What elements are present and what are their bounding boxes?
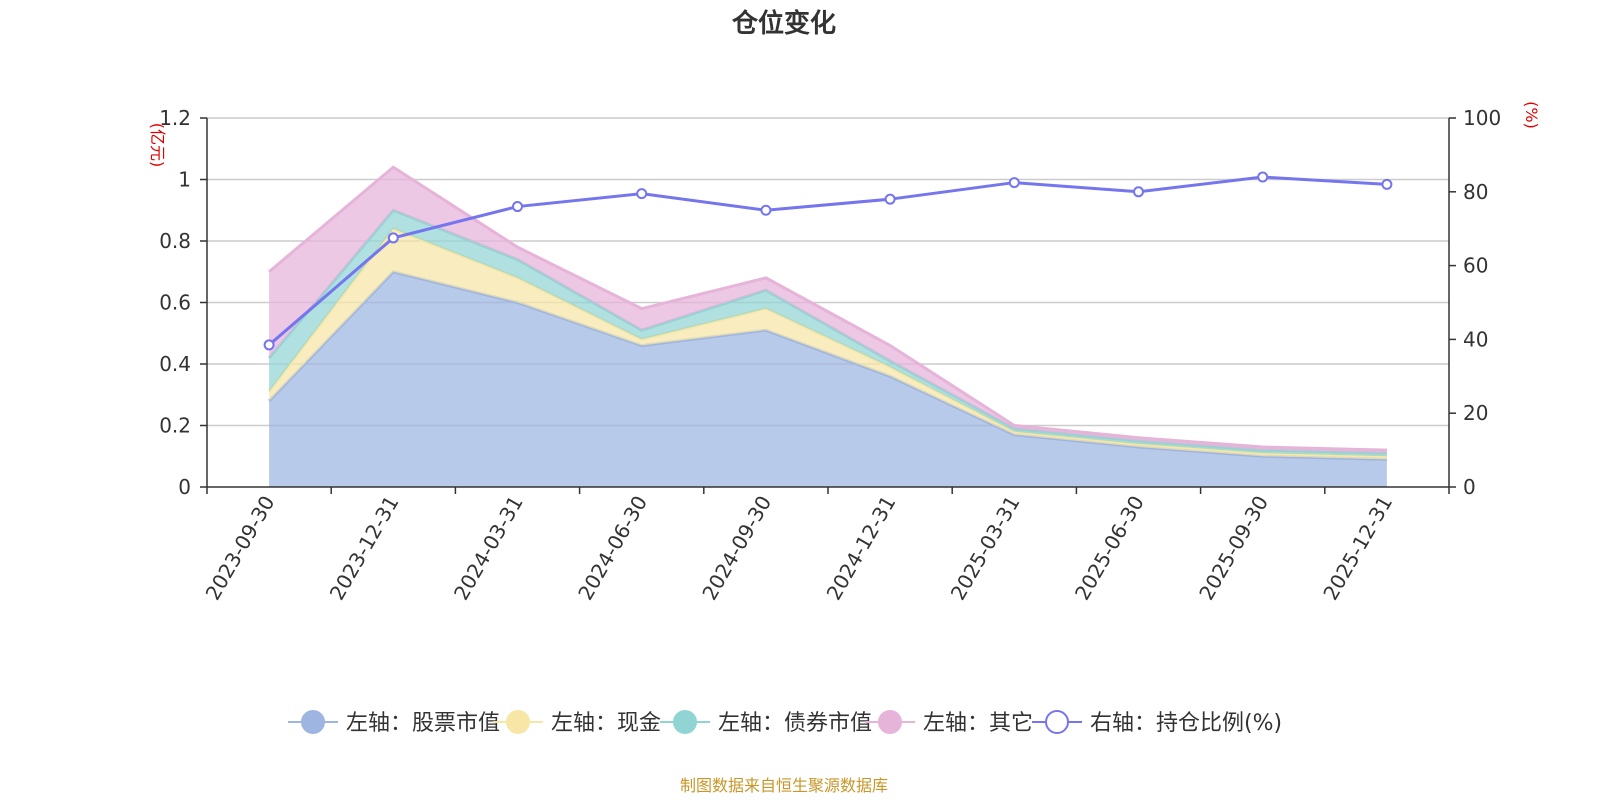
x-tick-label: 2023-09-30 bbox=[201, 492, 280, 605]
legend-marker bbox=[878, 710, 902, 734]
legend-marker bbox=[1045, 710, 1069, 734]
ratio-point bbox=[512, 201, 523, 213]
left-tick-label: 0.4 bbox=[159, 352, 191, 376]
area-series-1 bbox=[269, 228, 1387, 460]
x-tick-label: 2024-09-30 bbox=[697, 492, 776, 605]
ratio-point bbox=[1257, 171, 1269, 183]
area-series-3 bbox=[269, 167, 1387, 454]
x-tick-label: 2025-09-30 bbox=[1194, 492, 1273, 605]
right-tick-label: 60 bbox=[1463, 254, 1488, 278]
legend-item-3[interactable]: 左轴：其它 bbox=[865, 710, 1033, 736]
right-tick-label: 20 bbox=[1463, 401, 1488, 425]
area-series-0 bbox=[269, 271, 1387, 487]
left-tick-label: 0.2 bbox=[159, 414, 191, 438]
legend-item-1[interactable]: 左轴：现金 bbox=[493, 710, 661, 736]
left-tick-label: 0 bbox=[178, 475, 191, 499]
legend-label: 左轴：股票市值 bbox=[346, 711, 500, 736]
ratio-point bbox=[636, 188, 648, 200]
x-tick-label: 2024-12-31 bbox=[822, 492, 901, 605]
right-tick-label: 80 bbox=[1463, 180, 1488, 204]
data-source-note: 制图数据来自恒生聚源数据库 bbox=[680, 776, 888, 795]
left-tick-label: 1 bbox=[178, 168, 191, 192]
left-tick-label: 1.2 bbox=[159, 106, 191, 130]
legend-label: 左轴：现金 bbox=[551, 711, 661, 736]
right-axis-unit: (%) bbox=[1522, 101, 1541, 129]
x-tick-label: 2024-06-30 bbox=[573, 492, 652, 605]
ratio-point bbox=[760, 204, 772, 216]
chart-title: 仓位变化 bbox=[731, 8, 836, 39]
ratio-line-path bbox=[268, 175, 1387, 347]
stacked-areas bbox=[267, 165, 1387, 487]
ratio-point bbox=[263, 339, 275, 351]
legend-item-4[interactable]: 右轴：持仓比例(%) bbox=[1032, 710, 1282, 736]
ratio-point bbox=[387, 232, 399, 244]
ratio-point bbox=[1381, 178, 1393, 190]
ratio-point bbox=[1133, 186, 1144, 198]
right-tick-label: 0 bbox=[1463, 475, 1476, 499]
area-edge-series-3 bbox=[268, 165, 1387, 452]
right-tick-label: 100 bbox=[1463, 106, 1501, 130]
legend-marker bbox=[673, 710, 697, 734]
position-ratio-line bbox=[263, 171, 1393, 351]
x-tick-label: 2025-03-31 bbox=[946, 492, 1025, 605]
ratio-point bbox=[884, 193, 896, 205]
legend-label: 右轴：持仓比例(%) bbox=[1090, 711, 1282, 736]
left-axis-unit: (亿元) bbox=[148, 123, 167, 168]
x-tick-label: 2023-12-31 bbox=[325, 492, 404, 605]
x-tick-label: 2024-03-31 bbox=[449, 492, 528, 605]
legend-item-2[interactable]: 左轴：债券市值 bbox=[660, 710, 872, 736]
legend-label: 左轴：债券市值 bbox=[718, 711, 872, 736]
legend-item-0[interactable]: 左轴：股票市值 bbox=[288, 710, 500, 736]
left-tick-label: 0.6 bbox=[159, 291, 191, 315]
right-tick-label: 40 bbox=[1463, 327, 1488, 351]
x-tick-label: 2025-06-30 bbox=[1070, 492, 1149, 605]
area-series-2 bbox=[269, 210, 1387, 457]
legend-marker bbox=[506, 710, 530, 734]
x-tick-label: 2025-12-31 bbox=[1318, 492, 1397, 605]
legend[interactable]: 左轴：股票市值 左轴：现金 左轴：债券市值 左轴：其它 右轴：持仓比例(%) bbox=[288, 710, 1282, 736]
legend-label: 左轴：其它 bbox=[923, 711, 1033, 736]
left-tick-label: 0.8 bbox=[159, 229, 191, 253]
ratio-point bbox=[1008, 177, 1020, 189]
legend-marker bbox=[301, 710, 325, 734]
